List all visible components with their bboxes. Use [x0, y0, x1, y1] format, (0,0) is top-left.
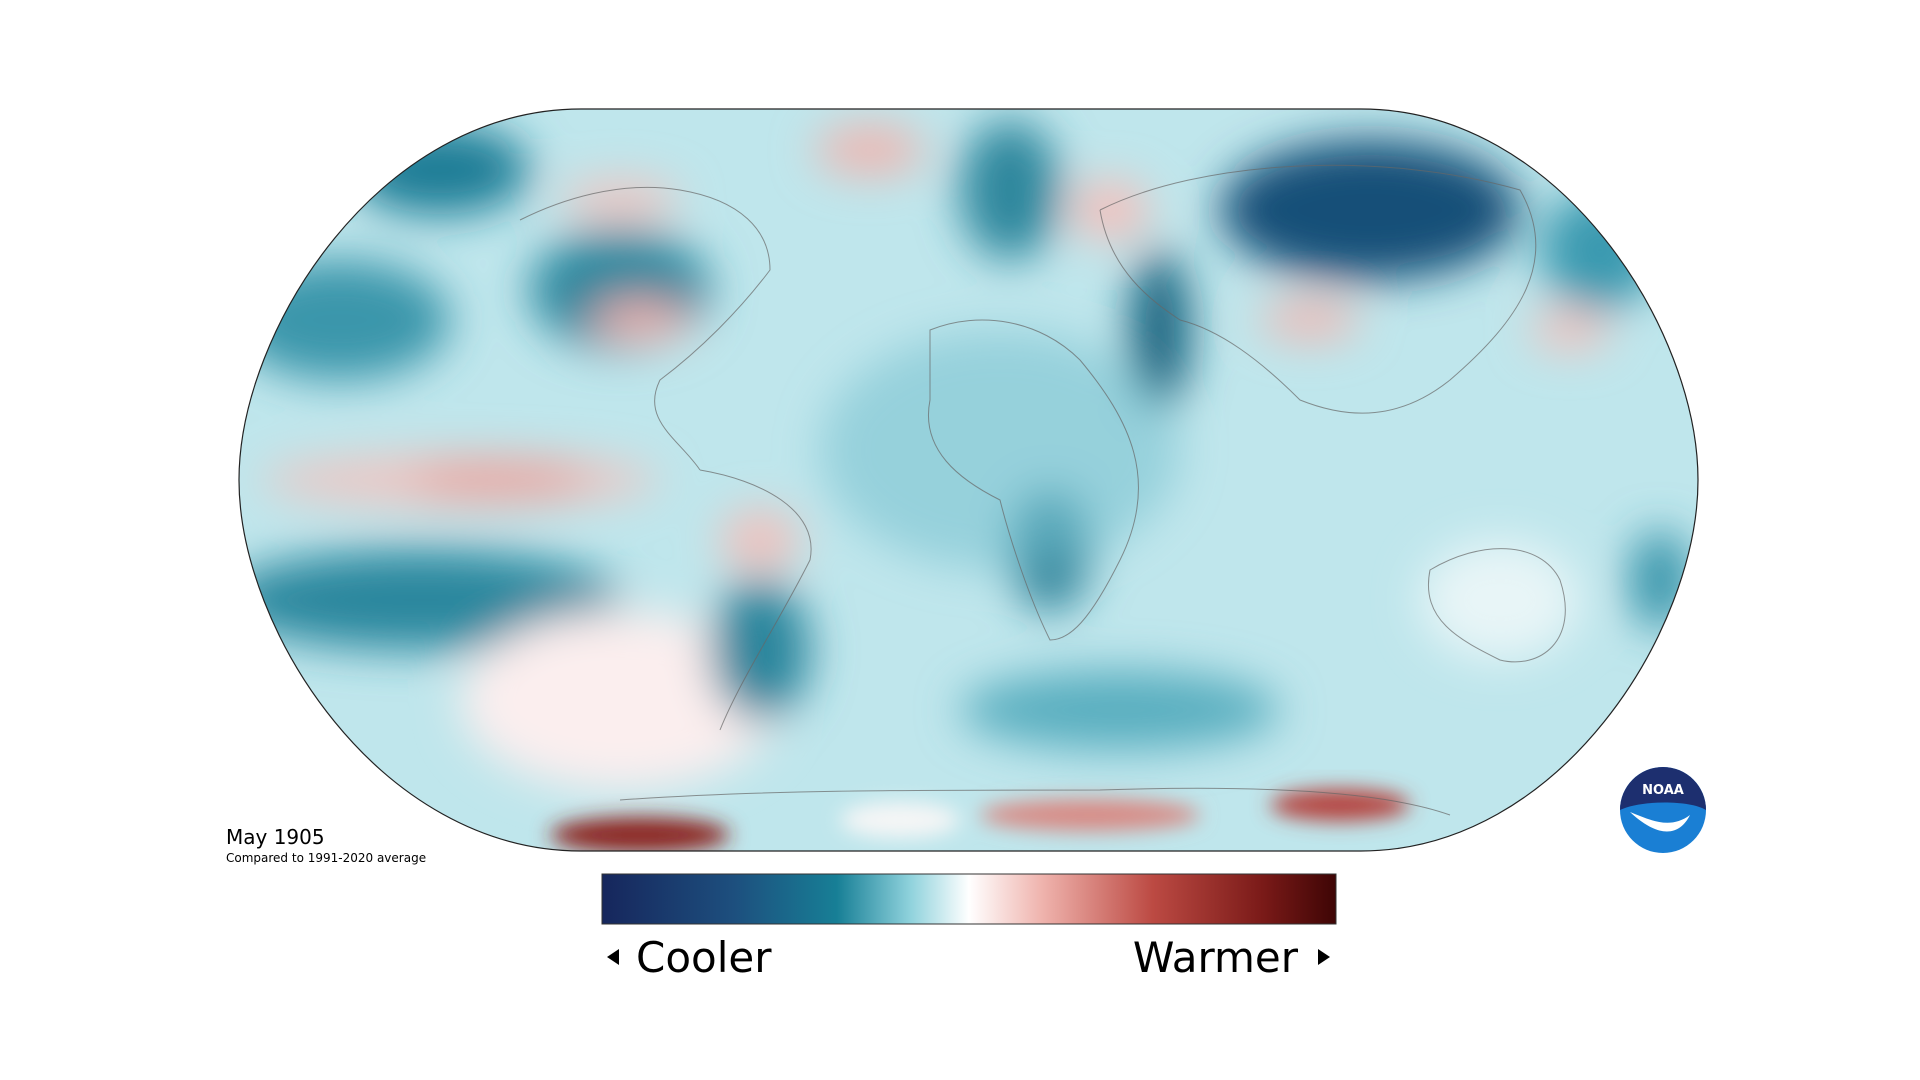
- warmer-arrow: [1318, 949, 1330, 965]
- anomaly-field: [239, 109, 1698, 851]
- antarctic-anomaly: [550, 789, 1410, 851]
- logo-top: [1620, 767, 1706, 810]
- cooler-label: Cooler: [636, 933, 772, 982]
- color-scale: [601, 873, 1337, 925]
- coastlines: [519, 164, 1566, 816]
- noaa-logo: NOAA: [1620, 767, 1706, 853]
- map-title: May 1905: [226, 825, 325, 849]
- map-subtitle: Compared to 1991-2020 average: [226, 851, 426, 865]
- logo-gull: [1630, 812, 1690, 832]
- logo-text: NOAA: [1642, 783, 1684, 798]
- map-outline: [238, 108, 1699, 852]
- cooler-arrow: [607, 949, 619, 965]
- warmer-label: Warmer: [1133, 933, 1299, 982]
